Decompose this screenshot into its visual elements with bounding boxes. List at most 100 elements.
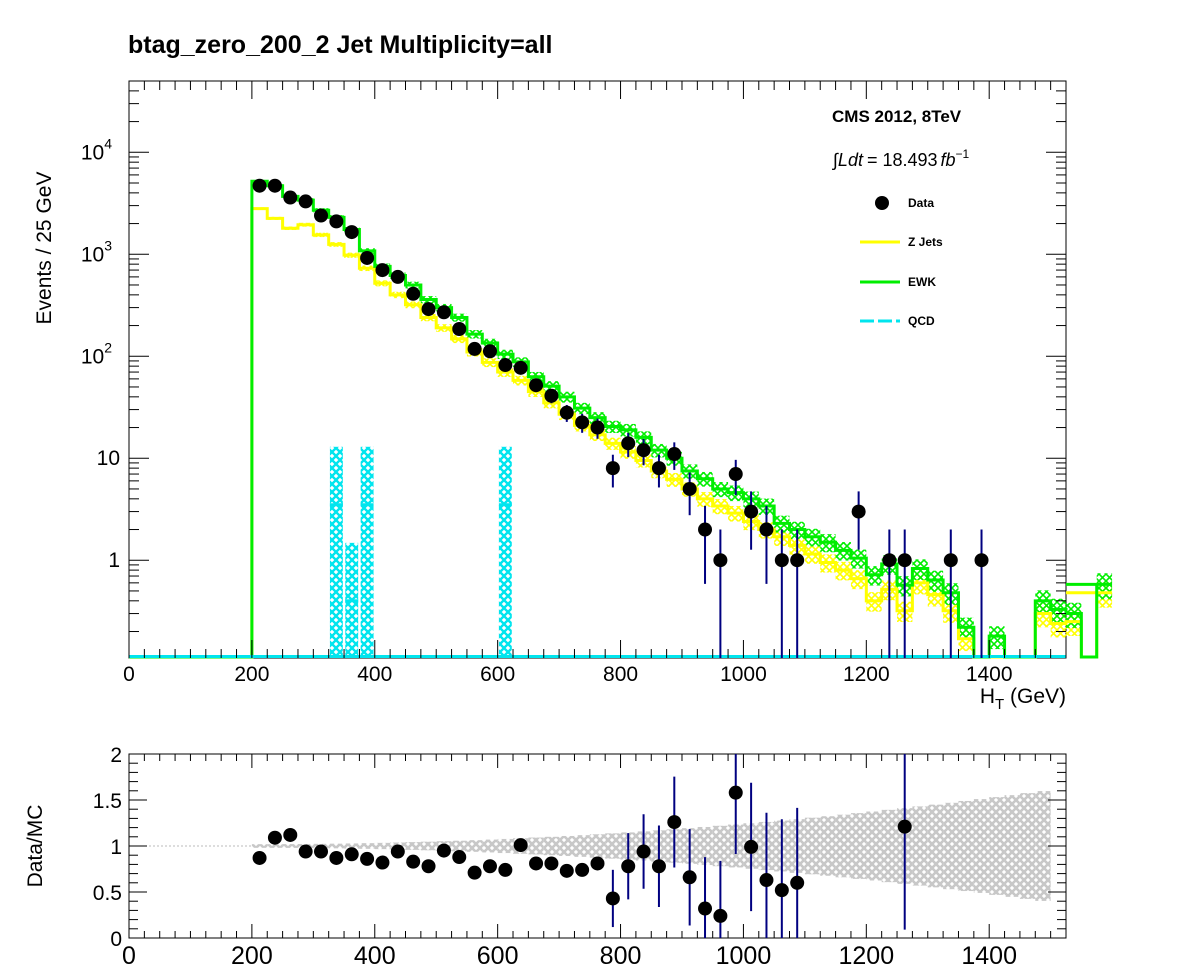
ratio-point [651, 859, 666, 874]
data-point [774, 553, 789, 568]
x-tick-label: 0 [123, 663, 135, 686]
ratio-point [682, 870, 697, 885]
ewk-uncertainty-band [1096, 573, 1113, 600]
data-point [498, 358, 513, 373]
ratio-point [698, 901, 713, 916]
ratio-band-bin [589, 834, 606, 858]
experiment-label: CMS 2012, 8TeV [832, 107, 962, 126]
ratio-point [283, 827, 298, 842]
ratio-point [559, 863, 574, 878]
ratio-point [267, 830, 282, 845]
data-point [375, 263, 390, 278]
ratio-point [636, 844, 651, 859]
ratio-x-tick-label: 800 [600, 942, 642, 970]
ratio-band-bin [1035, 791, 1051, 901]
data-point [882, 553, 897, 568]
data-point [529, 378, 544, 393]
data-point [698, 522, 713, 537]
ratio-band-bin [605, 833, 621, 859]
ewk-histogram [129, 179, 1113, 659]
y-tick-label: 1 [108, 549, 120, 572]
ratio-point [467, 865, 482, 880]
data-point [728, 467, 743, 482]
ratio-point [421, 859, 436, 874]
legend: Data Z Jets EWK QCD [860, 196, 943, 328]
main-x-axis-label: HT (GeV) [980, 685, 1066, 713]
ratio-band-bin [820, 816, 836, 876]
ratio-point [790, 875, 805, 890]
ratio-axes: 0 200 400 600 800 1000 1200 1400 0 0.5 1 1.5 2 [93, 744, 1067, 970]
data-point [360, 250, 375, 265]
y-tick-label: 102 [81, 339, 112, 368]
ratio-point [590, 856, 605, 871]
ratio-band-bin [835, 814, 851, 878]
ratio-x-tick-label: 1200 [838, 942, 894, 970]
data-point [267, 178, 282, 193]
ratio-band-bin [559, 835, 575, 857]
ratio-band-bin [420, 841, 437, 851]
data-point [636, 443, 651, 458]
data-point [790, 553, 805, 568]
ratio-point [605, 891, 620, 906]
data-point [421, 302, 436, 317]
data-point [298, 194, 313, 209]
ratio-band-bin [497, 838, 514, 854]
data-point [344, 225, 359, 240]
ratio-band-bin [804, 817, 821, 875]
ratio-band-bin [850, 813, 867, 879]
ratio-points-layer [252, 754, 912, 938]
ratio-band-bin [528, 837, 544, 855]
luminosity-label: ∫Ldt = 18.493 fb−1 [831, 147, 970, 170]
ratio-point [713, 908, 728, 923]
ratio-point [314, 844, 329, 859]
data-point [605, 461, 620, 476]
x-label-rest: (GeV) [1004, 685, 1066, 708]
qcd-uncertainty-band [360, 446, 374, 658]
ratio-y-tick-label: 1 [110, 836, 122, 859]
ratio-band-bin [973, 799, 990, 893]
ratio-point [344, 847, 359, 862]
ratio-point [406, 854, 421, 869]
y-tick-exponent: 3 [104, 237, 112, 253]
ratio-point [774, 883, 789, 898]
data-point [897, 553, 912, 568]
ratio-point [667, 815, 682, 830]
ratio-band-bin [267, 844, 283, 848]
ratio-y-tick-label: 2 [110, 744, 122, 767]
ratio-y-tick-label: 0.5 [93, 882, 122, 905]
ratio-y-tick-label: 1.5 [93, 790, 122, 813]
data-point [252, 178, 267, 193]
data-point [329, 214, 344, 229]
ratio-band-bin [328, 843, 345, 849]
y-tick-label: 103 [81, 237, 112, 266]
data-point [513, 360, 528, 375]
lumi-prefix: ∫Ldt [831, 150, 864, 170]
ratio-point [360, 851, 375, 866]
ratio-point [728, 785, 743, 800]
data-point [744, 504, 759, 519]
qcd-uncertainty-band [329, 446, 343, 658]
legend-label-zjets: Z Jets [908, 235, 943, 249]
mc-stack-layer [129, 179, 1113, 659]
y-tick-label: 10 [97, 447, 120, 470]
ratio-band-bin [912, 806, 928, 886]
data-point [314, 208, 329, 223]
ratio-point [375, 855, 390, 870]
qcd-layer [129, 446, 1066, 658]
legend-label-qcd: QCD [908, 314, 935, 328]
data-point [559, 405, 574, 420]
ratio-y-axis-label: Data/MC [24, 805, 47, 888]
y-tick-exponent: 2 [104, 339, 112, 355]
ratio-x-tick-label: 1000 [716, 942, 772, 970]
ratio-band-bin [958, 800, 974, 892]
data-point [851, 504, 866, 519]
ratio-band-bin [344, 843, 360, 849]
ratio-plot-panel: 0 200 400 600 800 1000 1200 1400 0 0.5 1 1.5 2 Data/… [24, 744, 1067, 970]
x-tick-label: 200 [234, 663, 269, 686]
ratio-band-bin [282, 844, 298, 848]
ewk-uncertainty-band [1050, 598, 1066, 624]
data-point [575, 415, 590, 430]
ratio-band-bin [574, 835, 590, 857]
ratio-point [759, 873, 774, 888]
ewk-uncertainty-band [1066, 602, 1082, 628]
